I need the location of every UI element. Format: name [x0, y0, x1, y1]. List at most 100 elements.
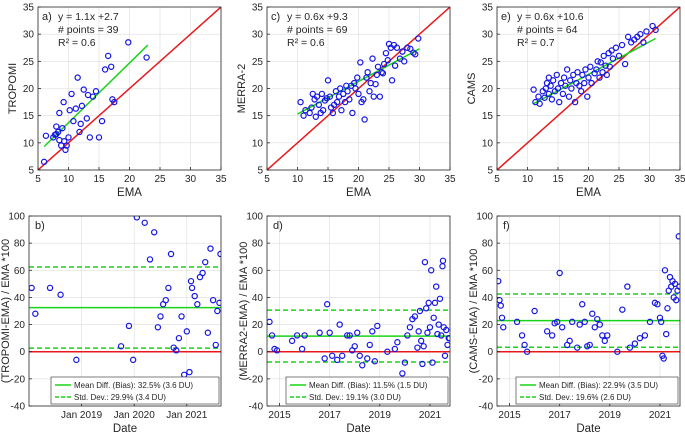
legend-mean-label: Mean Diff. (Bias): 32.5% (3.6 DU): [74, 381, 193, 390]
data-point: [369, 328, 376, 335]
data-point: [574, 68, 581, 76]
data-point: [306, 109, 313, 117]
data-point: [167, 250, 175, 258]
x-tick-label: 35: [674, 174, 685, 185]
data-point: [664, 305, 671, 312]
data-point: [46, 284, 54, 292]
data-point: [40, 158, 48, 166]
data-point: [657, 318, 665, 326]
data-point: [74, 74, 81, 81]
data-point: [558, 324, 566, 331]
data-point: [415, 328, 422, 335]
data-point: [426, 324, 434, 331]
data-point: [187, 277, 195, 285]
x-tick-label: Jan 2020: [114, 410, 156, 421]
data-point: [416, 307, 424, 315]
x-tick-label: 10: [63, 174, 75, 185]
data-point: [372, 80, 379, 88]
data-point: [556, 269, 563, 277]
data-point: [545, 90, 553, 98]
data-point: [70, 117, 77, 125]
y-tick-label: 20: [14, 320, 26, 331]
data-point: [216, 299, 221, 307]
x-tick-label: 20: [583, 174, 595, 185]
data-point: [371, 358, 378, 365]
data-point: [439, 257, 447, 264]
data-point: [438, 332, 445, 339]
data-point: [586, 341, 593, 349]
data-point: [404, 44, 411, 51]
axes-frame: [266, 215, 451, 407]
data-point: [619, 306, 626, 313]
data-point: [441, 352, 449, 359]
legend-box: [285, 376, 449, 405]
data-point: [54, 128, 62, 136]
x-tick-label: 25: [613, 174, 625, 185]
data-point: [328, 352, 336, 359]
y-tick-label: 20: [252, 320, 264, 331]
data-point: [582, 66, 589, 73]
data-point: [146, 256, 154, 263]
x-tick-label: 30: [414, 174, 426, 185]
data-point: [354, 74, 361, 81]
data-point: [391, 62, 399, 69]
data-point: [618, 41, 626, 49]
data-point: [615, 52, 623, 60]
y-tick-label: 5: [28, 166, 34, 177]
data-point: [579, 301, 586, 308]
data-point: [640, 39, 647, 46]
data-point: [430, 314, 437, 321]
x-axis-label: Date: [346, 423, 370, 435]
data-point: [500, 324, 507, 331]
y-tick-label: 5: [257, 166, 263, 177]
data-point: [431, 299, 439, 307]
data-point: [321, 355, 328, 362]
data-point: [553, 71, 560, 79]
data-point: [513, 318, 521, 326]
x-axis-label: Date: [113, 423, 137, 435]
y-tick-label: -20: [249, 374, 264, 385]
data-point: [596, 74, 603, 81]
panel-e: 5 10 15 20 25 30 35 5 10 15 20 25 30 35 EMA CAMS e) y = 0…: [466, 3, 685, 200]
data-point: [212, 341, 219, 349]
panel-label: a): [42, 11, 52, 23]
data-point: [143, 54, 150, 61]
data-point: [83, 115, 91, 122]
data-point: [107, 63, 115, 70]
panel-d: 2015 2017 2019 2021 -40 -20 0 20 40 60 80 100 Date (M…: [238, 212, 451, 435]
data-point: [563, 66, 571, 73]
data-point: [326, 93, 334, 100]
data-point: [207, 245, 214, 252]
data-point: [624, 33, 632, 41]
data-point: [626, 344, 634, 351]
data-point: [319, 107, 327, 114]
y-tick-label: 15: [23, 111, 35, 122]
data-point: [427, 267, 435, 274]
data-point: [554, 85, 562, 92]
y-tick-label: 0: [257, 347, 263, 358]
data-point: [636, 334, 644, 342]
plot-content: [497, 233, 680, 362]
data-point: [567, 77, 574, 84]
data-point: [420, 343, 427, 350]
data-point: [543, 328, 551, 335]
axes-frame: [28, 215, 222, 407]
data-point: [436, 295, 444, 302]
y-tick-label: -40: [11, 402, 26, 413]
y-tick-label: 30: [252, 30, 264, 41]
x-tick-label: Jan 2021: [166, 410, 208, 421]
data-point: [333, 356, 341, 364]
data-point: [344, 332, 351, 339]
y-tick-label: -20: [479, 374, 494, 385]
legend: Mean Diff. (Bias): 22.9% (3.5 DU) Std. De…: [515, 376, 679, 405]
data-point: [588, 79, 595, 87]
x-tick-label: 2015: [498, 410, 521, 421]
panel-c: 5 10 15 20 25 30 35 5 10 15 20 25 30 35 EMA MERRA-2 c) y …: [236, 3, 456, 200]
data-point: [399, 370, 406, 377]
data-point: [579, 71, 586, 79]
r-squared: R² = 0.7: [517, 37, 555, 49]
x-tick-label: Jan 2019: [61, 410, 103, 421]
data-point: [298, 345, 306, 353]
y-tick-label: 25: [252, 57, 264, 68]
y-axis-label: TROPOMI: [7, 63, 19, 114]
